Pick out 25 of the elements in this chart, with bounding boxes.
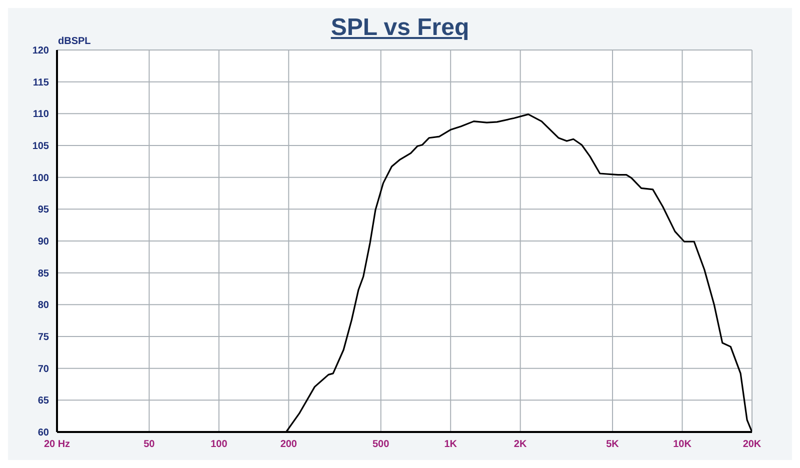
y-tick-label: 60 (38, 428, 50, 439)
y-tick-label: 115 (32, 77, 50, 88)
y-tick-label: 90 (38, 236, 50, 248)
y-tick-label: 120 (32, 46, 50, 57)
x-tick-label: 500 (372, 439, 390, 450)
y-tick-label: 75 (38, 332, 50, 344)
x-tick-label: 100 (210, 439, 228, 450)
y-axis-title: dBSPL (58, 36, 91, 47)
x-tick-label: 50 (144, 439, 156, 450)
y-tick-label: 70 (38, 364, 50, 375)
y-tick-label: 100 (32, 172, 50, 184)
y-tick-label: 85 (38, 268, 50, 280)
y-tick-label: 80 (38, 300, 50, 312)
x-tick-label: 20K (742, 439, 762, 450)
x-tick-label: 20 Hz (44, 439, 70, 450)
y-tick-label: 65 (38, 396, 50, 407)
x-tick-label: 200 (280, 439, 298, 450)
y-tick-label: 110 (32, 109, 50, 120)
y-tick-label: 95 (38, 204, 50, 216)
x-tick-label: 10K (673, 439, 692, 450)
chart-title: SPL vs Freq (330, 14, 470, 41)
x-tick-label: 5K (606, 439, 620, 450)
y-tick-label: 105 (32, 141, 50, 152)
x-tick-label: 1K (444, 439, 458, 450)
x-tick-label: 2K (514, 439, 528, 450)
